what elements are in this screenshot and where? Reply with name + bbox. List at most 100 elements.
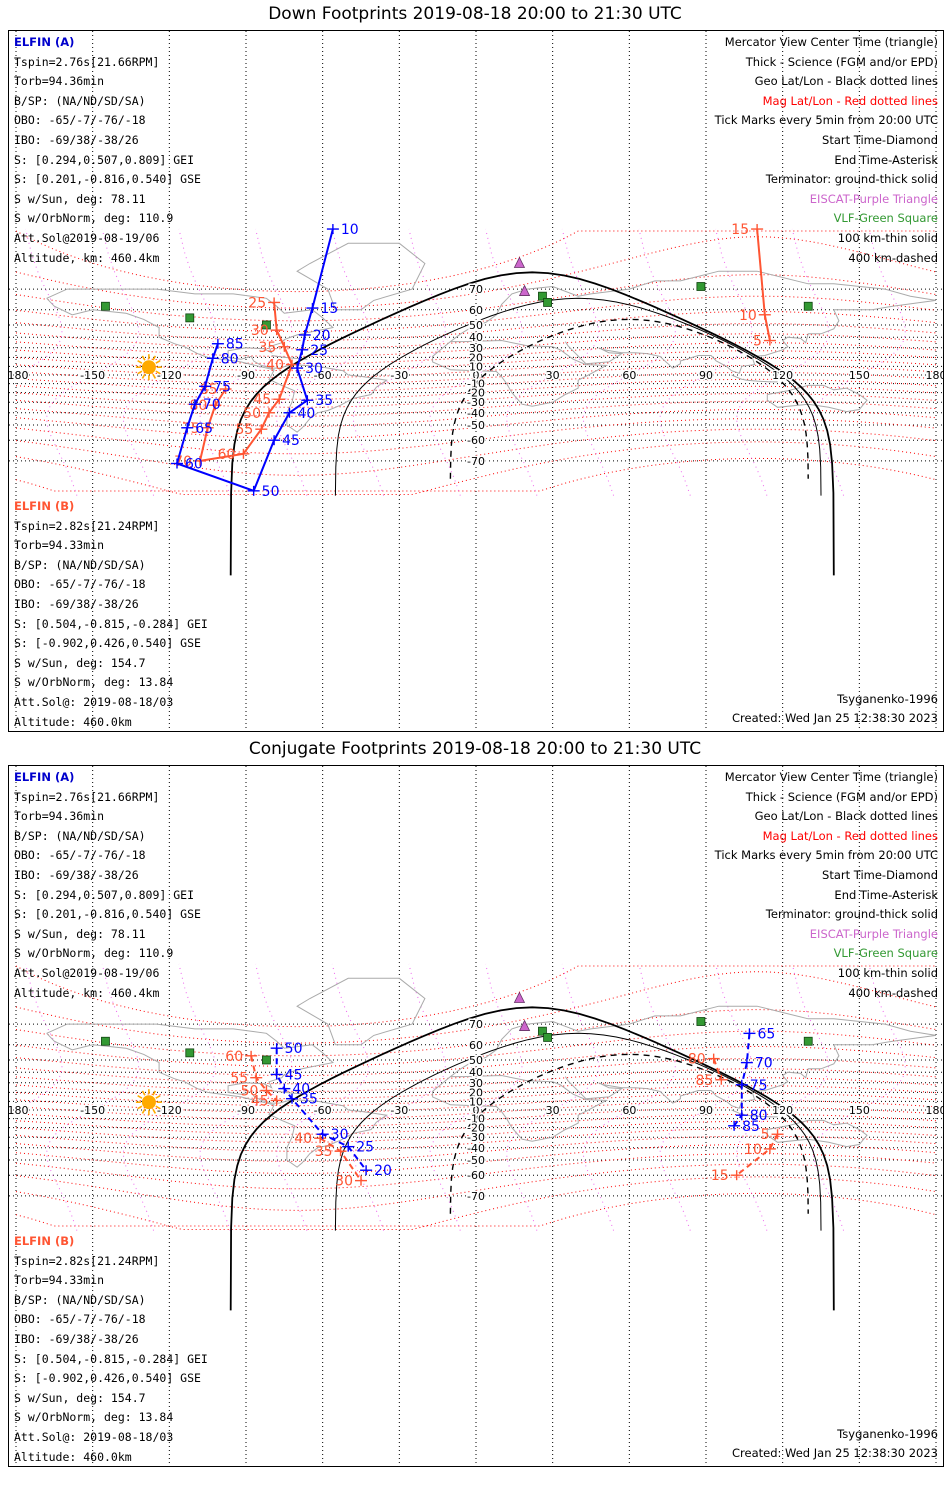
lat-tick-label: -20 <box>467 387 485 400</box>
elfin-b-track-time-label: 30 <box>251 323 269 339</box>
mag-parallel <box>15 400 937 427</box>
mag-parallel <box>15 236 937 309</box>
coastlines <box>46 977 937 1168</box>
elfin-a-track-time-label: 75 <box>213 379 231 395</box>
legend-line: Mag Lat/Lon - Red dotted lines <box>762 93 938 108</box>
elfin-b-line: OBO: -65/-7/-76/-18 <box>14 1312 146 1327</box>
lon-tick-label: 90 <box>699 369 713 382</box>
vlf-square-icon <box>101 301 110 311</box>
legend-line: Start Time-Diamond <box>822 867 938 882</box>
mag-parallel <box>15 1092 937 1114</box>
lat-tick-label: 10 <box>469 360 483 373</box>
lat-tick-label: 40 <box>469 1066 483 1079</box>
lat-tick-label: -20 <box>467 1122 485 1135</box>
elfin-b-line: S w/OrbNorm, deg: 13.84 <box>14 1410 174 1425</box>
coastline <box>432 1074 609 1142</box>
terminator-ground <box>229 1006 835 1311</box>
lon-tick-label: 120 <box>772 1104 793 1117</box>
elfin-b-track-time-label: 55 <box>236 422 254 438</box>
legend-line: VLF-Green Square <box>833 946 938 961</box>
sun-ray <box>155 359 161 364</box>
elfin-a-track-time-label: 70 <box>755 1056 773 1072</box>
mag-parallel <box>15 1106 937 1128</box>
elfin-a-track-time-label: 40 <box>292 1082 310 1098</box>
legend-line: 400 km-dashed <box>848 985 938 1000</box>
eiscat-triangle-icon <box>513 256 526 268</box>
legend-line: End Time-Asterisk <box>834 152 938 167</box>
lon-tick-label: -120 <box>157 369 182 382</box>
elfin-b-line: S: [0.504,-0.815,-0.284] GEI <box>14 616 208 631</box>
lat-tick-label: -70 <box>467 455 485 468</box>
eiscat-triangle-icon <box>518 1019 531 1031</box>
lon-tick-label: 60 <box>622 1104 636 1117</box>
elfin-a-track-time-label: 50 <box>262 484 280 500</box>
mag-parallel <box>15 310 937 341</box>
lon-tick-label: -90 <box>237 1104 255 1117</box>
mag-grid <box>9 963 937 1231</box>
elfin-b-track-time-label: 60 <box>218 447 236 463</box>
elfin-a-line: S w/OrbNorm, deg: 110.9 <box>14 211 174 226</box>
elfin-b-track-time-label: 45 <box>251 1093 269 1109</box>
elfin-b-line: S: [-0.902,0.426,0.540] GSE <box>14 1371 201 1386</box>
lat-tick-label: 20 <box>469 1086 483 1099</box>
elfin-b-line: OBO: -65/-7/-76/-18 <box>14 577 146 592</box>
mag-parallel <box>15 1176 937 1230</box>
mag-parallel <box>15 1135 937 1162</box>
coastline <box>731 1109 778 1118</box>
sun-ray <box>152 355 157 361</box>
elfin-b-track-time-label: 5 <box>761 1127 770 1143</box>
legend-line: Tick Marks every 5min from 20:00 UTC <box>714 113 938 128</box>
sun-ray <box>141 373 146 379</box>
mag-parallel <box>15 1045 937 1076</box>
lat-tick-label: 50 <box>469 319 483 332</box>
elfin-b-line: Torb=94.33min <box>14 1273 105 1288</box>
mag-parallel <box>15 441 937 495</box>
legend: Mercator View Center Time (triangle) Thic… <box>715 33 938 268</box>
elfin-a-track-time-label: 80 <box>221 351 239 367</box>
coastline <box>450 270 937 342</box>
elfin-b-line: Altitude: 460.0km <box>14 1449 132 1464</box>
sun-ray <box>137 1105 143 1110</box>
elfin-a-lines: Tspin=2.76s[21.66RPM] Torb=94.36min B/SP: … <box>14 788 201 1004</box>
elfin-b-track-time-label: 30 <box>335 1174 353 1190</box>
elfin-b-header: ELFIN (B) <box>14 499 75 513</box>
elfin-b-track-time-label: 10 <box>739 308 757 324</box>
elfin-b-track-time-label: 35 <box>315 1144 333 1160</box>
elfin-b-track-time-label: 60 <box>225 1049 243 1065</box>
legend-line: Mercator View Center Time (triangle) <box>724 770 938 784</box>
lon-tick-label: 60 <box>622 369 636 382</box>
elfin-a-track-time-label: 20 <box>313 328 331 344</box>
map-panel-conj: -180 -150 -120 -90 -60 -30 0 30 60 90 120 150 180 70 6… <box>8 765 944 1467</box>
elfin-a-info: ELFIN (A) Tspin=2.76s[21.66RPM] Torb=94.3… <box>14 33 201 268</box>
elfin-b-line: Tspin=2.82s[21.24RPM] <box>14 1253 160 1268</box>
lon-tick-label: -150 <box>80 369 105 382</box>
coastlines <box>46 242 937 433</box>
lat-tick-label: -30 <box>467 1131 485 1144</box>
coastline <box>46 288 388 433</box>
elfin-b-line: B/SP: (NA/ND/SD/SA) <box>14 557 146 572</box>
legend-line: Start Time-Diamond <box>822 132 938 147</box>
elfin-b-line: IBO: -69/38/-38/26 <box>14 596 139 611</box>
elfin-a-line: OBO: -65/-7/-76/-18 <box>14 848 146 863</box>
elfin-a-track-time-label: 45 <box>285 1067 303 1083</box>
elfin-a-line: Att.Sol@2019-08-19/06 <box>14 230 160 245</box>
terminator-400km <box>449 318 809 479</box>
elfin-b-lines: Tspin=2.82s[21.24RPM] Torb=94.33min B/SP: … <box>14 517 208 731</box>
footer-info: Tsyganenko-1996 Created: Wed Jan 25 12:3… <box>732 690 938 729</box>
terminator-100km <box>334 1032 822 1231</box>
lat-tick-label: 70 <box>469 283 483 296</box>
lon-tick-label: 120 <box>772 369 793 382</box>
elfin-b-track-time-label: 45 <box>253 392 271 408</box>
legend-line: EISCAT-Purple Triangle <box>809 191 938 206</box>
elfin-b-track-time-label: 80 <box>688 1052 706 1068</box>
map-panel-down: -180 -150 -120 -90 -60 -30 0 30 60 90 120 150 180 70 6… <box>8 30 944 732</box>
elfin-a-line: Torb=94.36min <box>14 74 105 89</box>
elfin-a-track-time-label: 75 <box>750 1078 768 1094</box>
lat-tick-label: -60 <box>467 1169 485 1182</box>
model-name: Tsyganenko-1996 <box>837 1426 938 1441</box>
elfin-b-track-time-label: 35 <box>259 340 277 356</box>
legend-line: Geo Lat/Lon - Black dotted lines <box>754 809 938 824</box>
elfin-a-line: B/SP: (NA/ND/SD/SA) <box>14 93 146 108</box>
elfin-a-header: ELFIN (A) <box>14 770 75 784</box>
